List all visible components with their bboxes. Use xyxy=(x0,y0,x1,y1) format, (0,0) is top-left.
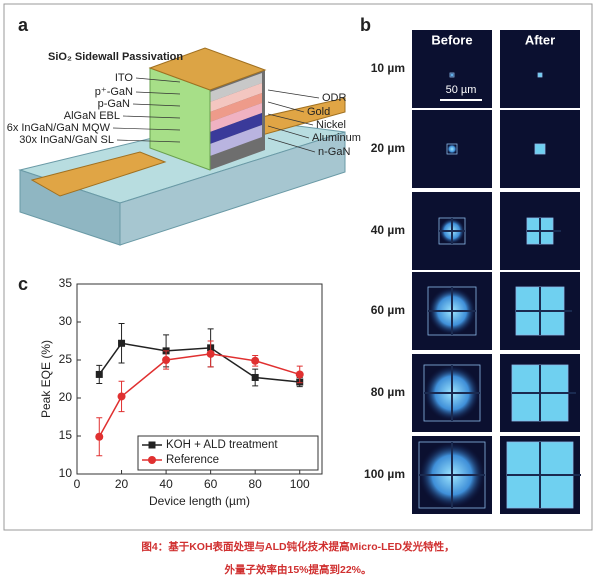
legend-box xyxy=(137,435,319,471)
micrograph xyxy=(500,30,580,108)
x-tick-label: 20 xyxy=(115,477,129,491)
layer-label: AlGaN EBL xyxy=(64,110,120,122)
y-tick-label: 30 xyxy=(59,314,73,328)
x-tick-label: 60 xyxy=(204,477,218,491)
caption: 图4：基于KOH表面处理与ALD钝化技术提高Micro-LED发光特性， xyxy=(141,540,454,553)
marker xyxy=(251,356,260,365)
x-tick-label: 80 xyxy=(249,477,263,491)
diagram-title: SiO₂ Sidewall Passivation xyxy=(48,51,183,63)
row-label: 20 µm xyxy=(371,141,405,155)
legend-marker xyxy=(148,441,156,449)
leader-line xyxy=(122,115,181,119)
y-tick-label: 10 xyxy=(59,466,73,480)
y-tick-label: 15 xyxy=(59,428,73,442)
layer-label: p-GaN xyxy=(98,98,130,110)
series-line xyxy=(98,342,300,383)
column-header: Before xyxy=(431,32,472,47)
plot-frame xyxy=(76,283,323,475)
row-label: 60 µm xyxy=(371,303,405,317)
y-tick-label: 35 xyxy=(59,276,73,290)
y-tick-label: 20 xyxy=(59,390,73,404)
layer-label: n-GaN xyxy=(318,146,350,158)
legend-label: KOH + ALD treatment xyxy=(166,439,278,451)
device-emission xyxy=(446,143,458,155)
device-diagram xyxy=(18,47,346,246)
device-emission xyxy=(449,72,455,78)
leader-line xyxy=(112,127,181,131)
panel-label: a xyxy=(18,15,29,35)
series-line xyxy=(98,353,300,438)
scale-bar-label: 50 µm xyxy=(446,84,477,96)
marker xyxy=(251,373,259,381)
x-axis-label: Device length (µm) xyxy=(149,494,250,508)
device-emission xyxy=(537,72,543,78)
leader-line xyxy=(267,125,310,139)
layer-label: Nickel xyxy=(316,119,346,131)
column-header: After xyxy=(525,32,555,47)
layer-label: ODR xyxy=(322,92,347,104)
marker xyxy=(95,370,103,378)
leader-line xyxy=(267,137,316,153)
leader-line xyxy=(116,139,181,143)
leader-line xyxy=(267,113,314,126)
y-axis-label: Peak EQE (%) xyxy=(39,340,53,418)
marker xyxy=(295,370,304,379)
legend-marker xyxy=(148,456,156,464)
leader-line xyxy=(135,91,181,95)
panel-label: c xyxy=(18,274,28,294)
layer-label: ITO xyxy=(115,72,134,84)
marker xyxy=(162,356,171,364)
marker xyxy=(117,392,126,401)
panel-label: b xyxy=(360,15,371,35)
caption: 外量子效率由15%提高到22%。 xyxy=(223,563,371,576)
x-tick-label: 40 xyxy=(159,477,173,491)
leader-line xyxy=(135,77,181,83)
marker xyxy=(118,339,126,347)
legend-label: Reference xyxy=(166,454,219,466)
row-label: 40 µm xyxy=(371,223,405,237)
leader-line xyxy=(267,101,305,113)
row-label: 80 µm xyxy=(371,385,405,399)
y-tick-label: 25 xyxy=(59,352,73,366)
x-tick-label: 100 xyxy=(290,477,310,491)
leader-line xyxy=(267,89,320,99)
marker xyxy=(206,349,215,358)
micrograph xyxy=(412,30,492,108)
layer-label: 6x InGaN/GaN MQW xyxy=(7,122,111,134)
marker xyxy=(95,432,104,441)
device-emission xyxy=(534,143,546,155)
layer-label: 30x InGaN/GaN SL xyxy=(19,134,114,146)
figure-frame xyxy=(3,3,593,531)
layer-label: Aluminum xyxy=(312,132,361,144)
layer-label: Gold xyxy=(307,106,330,118)
x-tick-label: 0 xyxy=(74,477,81,491)
row-label: 100 µm xyxy=(364,467,405,481)
leader-line xyxy=(132,103,181,107)
row-label: 10 µm xyxy=(371,61,405,75)
layer-label: p⁺-GaN xyxy=(95,86,133,98)
